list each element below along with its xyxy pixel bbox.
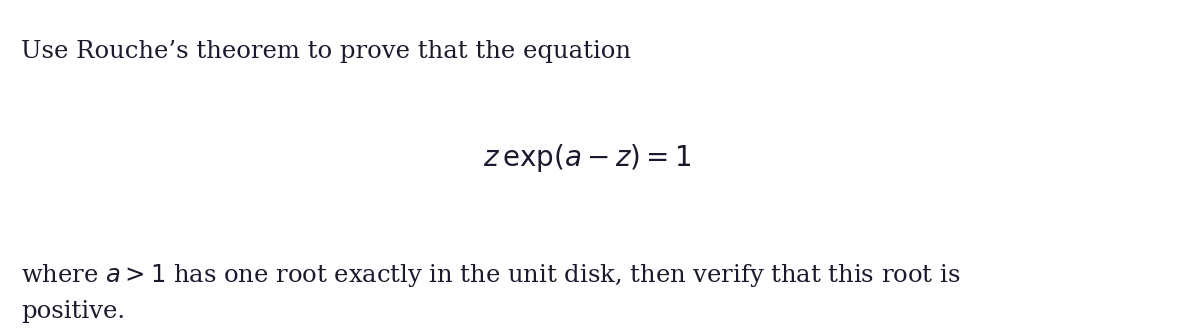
Text: $z\,\exp(a-z)=1$: $z\,\exp(a-z)=1$ (482, 142, 691, 174)
Text: where $a>1$ has one root exactly in the unit disk, then verify that this root is: where $a>1$ has one root exactly in the … (22, 262, 960, 289)
Text: Use Rouche’s theorem to prove that the equation: Use Rouche’s theorem to prove that the e… (22, 40, 631, 63)
Text: positive.: positive. (22, 300, 125, 323)
